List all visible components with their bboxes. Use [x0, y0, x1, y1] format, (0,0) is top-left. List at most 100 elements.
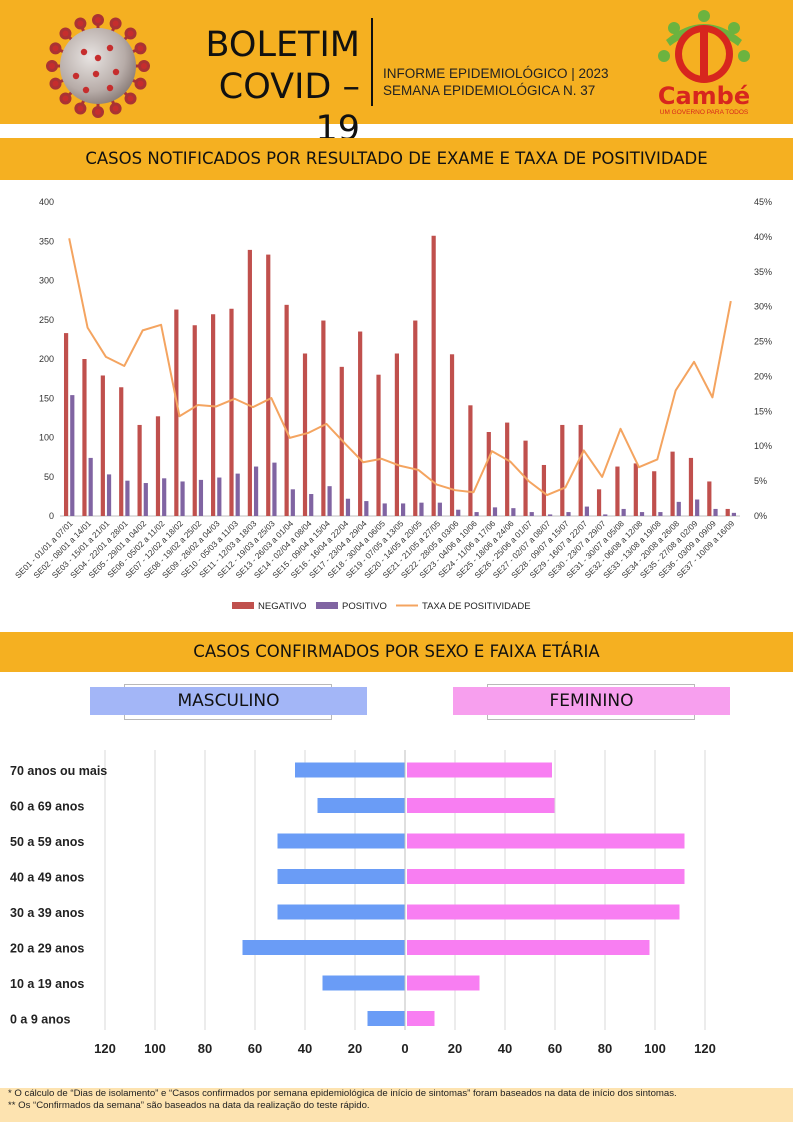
- positivo-bar: [511, 508, 516, 516]
- age-group-label: 60 a 69 anos: [10, 800, 84, 814]
- y-right-tick-label: 0%: [754, 511, 767, 521]
- feminino-bar: [407, 798, 555, 813]
- masculino-bar: [242, 940, 405, 955]
- positivo-bar: [548, 514, 553, 516]
- positivo-bar: [272, 462, 277, 516]
- positivo-bar: [639, 512, 645, 516]
- positivo-bar: [309, 494, 314, 516]
- negativo-bar: [137, 424, 142, 516]
- legend-rate-label: TAXA DE POSITIVIDADE: [422, 601, 531, 612]
- negativo-bar: [541, 464, 547, 516]
- y-left-tick-label: 200: [39, 354, 54, 364]
- age-group-label: 40 a 49 anos: [10, 871, 84, 885]
- tests-section-title: CASOS NOTIFICADOS POR RESULTADO DE EXAME…: [0, 138, 793, 180]
- legend-positivo-swatch: [316, 602, 338, 609]
- x-tick-label: 120: [694, 1041, 716, 1056]
- positivo-bar: [345, 498, 351, 516]
- feminino-bar: [407, 869, 685, 884]
- negativo-bar: [229, 308, 234, 516]
- positivo-bar: [290, 489, 295, 516]
- negativo-bar: [63, 333, 69, 516]
- positivity-rate-line: [68, 238, 732, 497]
- negativo-bar: [560, 424, 565, 516]
- negativo-bar: [707, 481, 712, 516]
- bulletin-info: INFORME EPIDEMIOLÓGICO | 2023 SEMANA EPI…: [383, 65, 609, 99]
- cambe-logo: Cambé UM GOVERNO PARA TODOS: [658, 10, 750, 116]
- positivo-bar: [603, 514, 608, 516]
- masculino-bar: [277, 869, 405, 884]
- positivo-bar: [327, 486, 332, 516]
- y-right-tick-label: 35%: [754, 267, 772, 277]
- x-tick-label: 100: [644, 1041, 666, 1056]
- masculino-bar: [277, 833, 405, 849]
- positivo-bar: [731, 512, 737, 516]
- feminino-bar: [407, 762, 552, 778]
- positivo-bar: [125, 480, 130, 516]
- x-tick-label: 20: [448, 1041, 462, 1056]
- positivo-bar: [88, 457, 93, 516]
- positivo-bar: [106, 474, 112, 516]
- x-tick-label: 20: [348, 1041, 362, 1056]
- bulletin-title: BOLETIM COVID – 19: [170, 24, 360, 150]
- positivo-bar: [253, 466, 259, 516]
- positivo-bar: [658, 512, 663, 516]
- negativo-bar: [486, 432, 491, 516]
- x-tick-label: 60: [248, 1041, 262, 1056]
- x-tick-label: 80: [198, 1041, 212, 1056]
- positivo-bar: [566, 512, 571, 516]
- negativo-bar: [394, 353, 399, 516]
- age-group-label: 10 a 19 anos: [10, 977, 84, 991]
- feminino-bar: [407, 904, 680, 920]
- negativo-bar: [449, 354, 455, 516]
- y-right-tick-label: 15%: [754, 406, 772, 416]
- feminino-header: FEMININO: [453, 687, 730, 715]
- y-left-tick-label: 100: [39, 433, 54, 443]
- y-left-tick-label: 400: [39, 197, 54, 207]
- negativo-bar: [266, 254, 271, 516]
- negativo-bar: [376, 374, 381, 516]
- logo-wordmark: Cambé: [658, 82, 750, 110]
- age-group-label: 0 a 9 anos: [10, 1013, 70, 1027]
- footer-note-1: * O cálculo de “Dias de isolamento” e “C…: [8, 1088, 677, 1099]
- positivo-bar: [70, 395, 75, 516]
- info-line-1: INFORME EPIDEMIOLÓGICO | 2023: [383, 66, 609, 81]
- masculino-bar: [322, 975, 405, 991]
- positivo-bar: [676, 501, 681, 516]
- negativo-bar: [670, 451, 675, 516]
- logo-figures-icon: [658, 10, 750, 62]
- y-right-tick-label: 30%: [754, 302, 772, 312]
- coronavirus-icon: [46, 14, 150, 118]
- x-tick-label: 80: [598, 1041, 612, 1056]
- legend-positivo-label: POSITIVO: [342, 601, 387, 612]
- positivo-bar: [419, 502, 424, 516]
- negativo-bar: [596, 489, 602, 516]
- positivo-bar: [401, 503, 406, 516]
- feminino-bar: [407, 940, 650, 955]
- positivo-bar: [713, 508, 718, 516]
- tests-chart: 0 50 100 150 200 250 300 350 400 0% 5% 10% 15% 20% 25%…: [14, 197, 772, 612]
- negativo-bar: [100, 375, 105, 516]
- positivo-bar: [437, 502, 442, 516]
- feminino-bar: [407, 975, 480, 991]
- title-divider: [371, 18, 373, 106]
- x-tick-label: 0: [401, 1041, 408, 1056]
- positivo-bar: [143, 483, 148, 516]
- negativo-bar: [247, 249, 252, 516]
- positivo-bar: [180, 481, 185, 516]
- feminino-bar: [407, 1011, 435, 1026]
- footer-note-2: ** Os “Confirmados da semana” são basead…: [8, 1100, 370, 1111]
- negativo-bar: [192, 325, 197, 516]
- age-group-label: 70 anos ou mais: [10, 764, 107, 778]
- positivo-bar: [364, 501, 369, 516]
- title-line-1: BOLETIM: [205, 25, 360, 65]
- legend-negativo-label: NEGATIVO: [258, 601, 306, 612]
- positivo-bar: [529, 512, 534, 516]
- negativo-bar: [82, 359, 87, 516]
- y-right-tick-label: 45%: [754, 197, 772, 207]
- negativo-bar: [615, 466, 620, 516]
- footer-notes: * O cálculo de “Dias de isolamento” e “C…: [0, 1088, 793, 1122]
- negativo-bar: [578, 424, 583, 516]
- positivo-bar: [474, 512, 479, 516]
- positivo-bar: [235, 473, 240, 516]
- y-right-tick-label: 10%: [754, 441, 772, 451]
